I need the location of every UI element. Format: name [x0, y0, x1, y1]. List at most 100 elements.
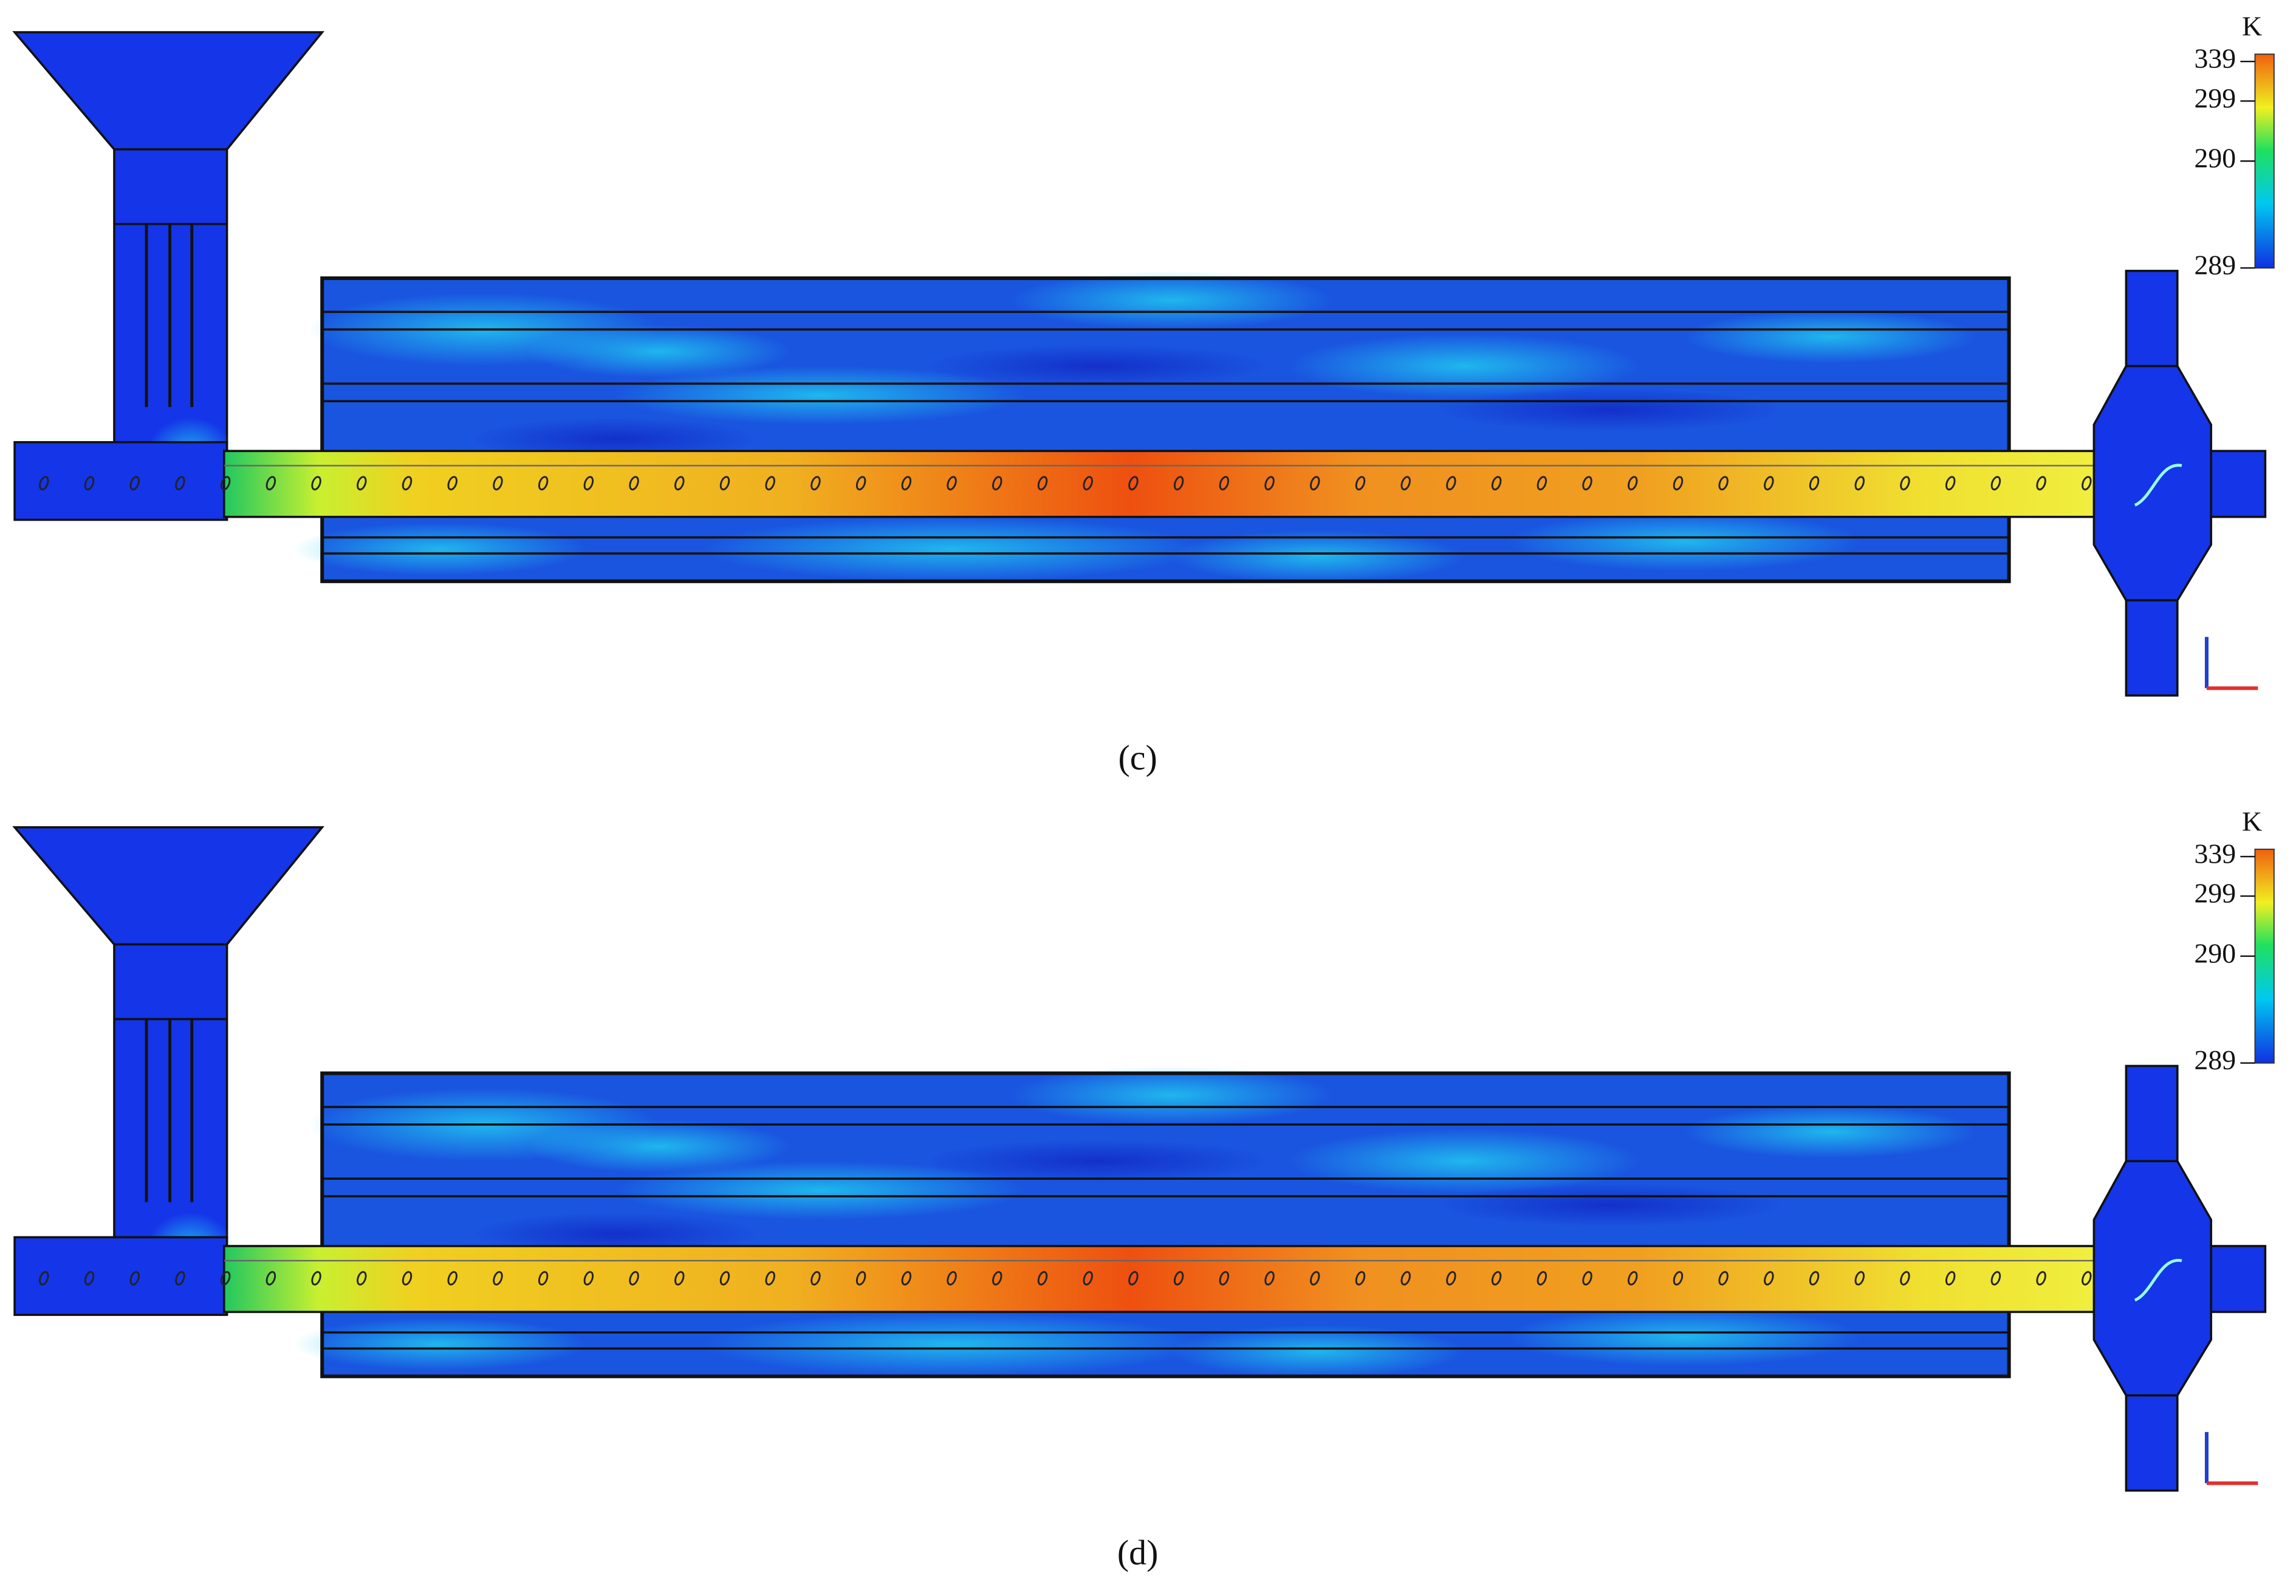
- screw-flight: [992, 476, 1002, 491]
- screw-flight: [175, 1271, 185, 1286]
- colorbar: [2254, 848, 2275, 1064]
- screw-flight: [1264, 476, 1275, 491]
- screw-flight: [674, 476, 685, 491]
- screw-flight: [1355, 476, 1366, 491]
- outlet-screw: [2134, 464, 2182, 507]
- screw-flight: [266, 1271, 276, 1286]
- screw-flight: [1264, 1271, 1275, 1286]
- drum-warm: [702, 516, 1201, 581]
- screw-flight: [84, 1271, 95, 1286]
- screw-flight: [901, 476, 912, 491]
- screw-flight: [447, 476, 457, 491]
- screw-flight: [357, 476, 367, 491]
- tube: [222, 450, 2114, 518]
- screw-flight: [266, 476, 276, 491]
- feed-pipe: [13, 441, 228, 521]
- screw-flight: [583, 476, 594, 491]
- screw-flight: [1173, 1271, 1184, 1286]
- screw-flight: [1537, 476, 1547, 491]
- drum-warm: [1684, 310, 1977, 363]
- screw-flight: [1128, 1271, 1139, 1286]
- screw-flight: [947, 1271, 957, 1286]
- screw-flight: [1310, 1271, 1320, 1286]
- screw-flight: [1945, 476, 1956, 491]
- screw-flight: [719, 476, 730, 491]
- screw-flight: [1219, 476, 1230, 491]
- screw-flight: [1990, 476, 2001, 491]
- screw-flight: [947, 476, 957, 491]
- screw-flight: [1945, 1271, 1956, 1286]
- screw-flight: [1764, 476, 1774, 491]
- colorbar-tick-label: 289: [2195, 250, 2236, 281]
- colorbar-tick-label: 299: [2195, 83, 2236, 114]
- screw-flight: [129, 476, 140, 491]
- screw-flight: [2036, 1271, 2046, 1286]
- outlet-bottom: [2125, 1394, 2179, 1492]
- screw-flight: [1582, 476, 1592, 491]
- screw-flight: [1718, 476, 1729, 491]
- colorbar-tick-label: 289: [2195, 1044, 2236, 1075]
- screw-flight: [538, 1271, 549, 1286]
- outlet-body: [2092, 365, 2213, 601]
- screw-flight: [1628, 1271, 1638, 1286]
- feed-pipe: [13, 1236, 228, 1317]
- drum-warm: [527, 325, 791, 378]
- drum-warm: [1288, 334, 1640, 399]
- screw-flight: [1446, 1271, 1456, 1286]
- screw-flight: [1537, 1271, 1547, 1286]
- colorbar-unit: K: [2242, 806, 2262, 837]
- screw-flight: [2082, 476, 2092, 491]
- drum-warm: [1171, 530, 1465, 583]
- outlet-body: [2092, 1160, 2213, 1397]
- screw-flight: [1854, 476, 1865, 491]
- screw-flight: [220, 476, 231, 491]
- screw-flight: [1400, 476, 1411, 491]
- drum-warm: [293, 1318, 586, 1371]
- drum-warm: [702, 1312, 1201, 1377]
- screw-flight: [357, 1271, 367, 1286]
- screw-flight: [765, 1271, 775, 1286]
- screw-flight: [855, 1271, 866, 1286]
- screw-flight: [1491, 476, 1502, 491]
- screw-flight: [39, 1271, 49, 1286]
- outlet-top: [2125, 270, 2179, 368]
- outlet-side: [2210, 1245, 2267, 1313]
- screw-flight: [538, 476, 549, 491]
- screw-flight: [719, 1271, 730, 1286]
- screw-flight: [901, 1271, 912, 1286]
- panel-label: (c): [1119, 738, 1157, 778]
- screw-flight: [1900, 1271, 1910, 1286]
- funnel: [12, 31, 325, 151]
- panel-label: (d): [1117, 1533, 1158, 1572]
- screw-flight: [1446, 476, 1456, 491]
- screw-flight: [1718, 1271, 1729, 1286]
- screw-flight: [1037, 1271, 1048, 1286]
- drum-warm: [1010, 1066, 1333, 1125]
- drum-frame: [320, 1071, 2011, 1379]
- screw-flight: [1491, 1271, 1502, 1286]
- screw-flight: [810, 476, 821, 491]
- colorbar-tick-label: 299: [2195, 877, 2236, 908]
- screw-flight: [1900, 476, 1910, 491]
- screw-flight: [674, 1271, 685, 1286]
- screw-flight: [493, 476, 503, 491]
- screw-flight: [629, 476, 639, 491]
- drum-frame: [320, 276, 2011, 583]
- colorbar-tick-label: 339: [2195, 838, 2236, 869]
- screw-flight: [402, 1271, 413, 1286]
- screw-flight: [1083, 1271, 1093, 1286]
- screw-flight: [311, 1271, 321, 1286]
- outlet-side: [2210, 450, 2267, 518]
- drum-warm: [293, 522, 586, 576]
- screw-flight: [493, 1271, 503, 1286]
- screw-flight: [1128, 476, 1139, 491]
- screw-flight: [1854, 1271, 1865, 1286]
- funnel: [12, 826, 325, 946]
- drum-warm: [1171, 1325, 1465, 1378]
- screw-flight: [1673, 1271, 1684, 1286]
- screw-flight: [2036, 476, 2046, 491]
